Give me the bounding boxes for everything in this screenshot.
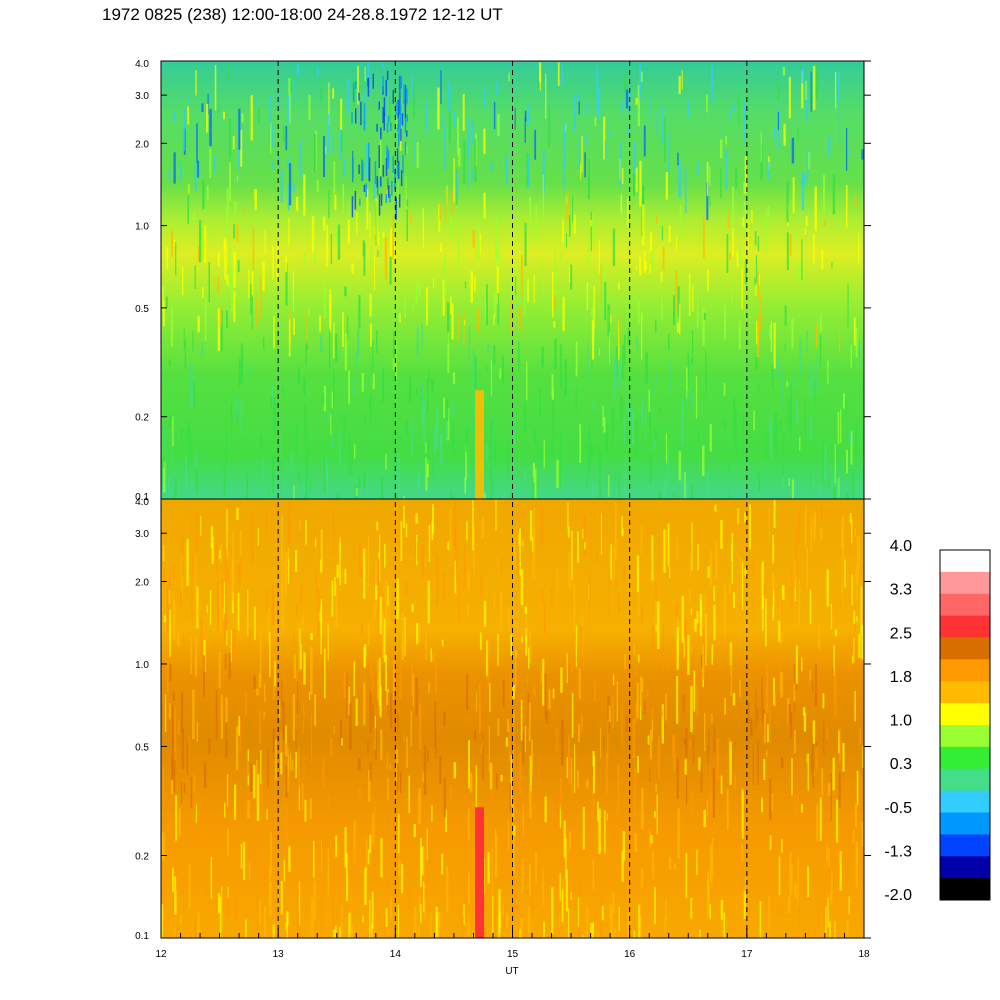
x-tick-label: 18 [858, 949, 870, 960]
x-tick-label: 14 [390, 949, 402, 960]
colorbar-label: 0.3 [890, 756, 912, 773]
y-tick-label: 2.0 [135, 139, 149, 150]
bottom-panel-texture [161, 499, 864, 938]
colorbar-swatch [940, 571, 990, 595]
y-tick-label: 0.5 [135, 304, 149, 315]
y-tick-label: 2.0 [135, 577, 149, 588]
y-tick-label: 3.0 [135, 91, 149, 102]
colorbar-swatch [940, 768, 990, 792]
colorbar-label: -0.5 [884, 800, 912, 817]
colorbar-label: -2.0 [884, 887, 912, 904]
x-tick-label: 12 [155, 949, 167, 960]
colorbar-swatch [940, 725, 990, 748]
colorbar-swatch [940, 856, 990, 879]
y-tick-label: 0.5 [135, 742, 149, 753]
colorbar-label: 3.3 [890, 582, 912, 599]
colorbar-swatch [940, 746, 990, 770]
colorbar: 4.0 3.3 2.5 1.8 1.0 0.3 -0.5 -1.3 -2.0 [884, 538, 991, 904]
y-axes: 0.10.20.51.02.03.04.00.10.20.51.02.03.04… [135, 59, 871, 942]
y-tick-label: 0.1 [135, 931, 149, 942]
colorbar-label: 1.8 [890, 669, 912, 686]
colorbar-swatch [940, 593, 990, 617]
x-axis-label: UT [505, 966, 518, 977]
colorbar-swatch [940, 790, 990, 814]
y-tick-label: 4.0 [135, 497, 149, 508]
colorbar-swatch [940, 834, 990, 857]
colorbar-label: -1.3 [884, 843, 912, 860]
colorbar-swatch [940, 812, 990, 835]
colorbar-swatch [940, 550, 990, 573]
y-tick-label: 0.1 [135, 492, 149, 503]
x-tick-label: 13 [273, 949, 285, 960]
chart-title: 1972 0825 (238) 12:00-18:00 24-28.8.1972… [102, 5, 503, 24]
x-tick-label: 16 [624, 949, 636, 960]
colorbar-swatch [940, 878, 990, 901]
y-tick-label: 0.2 [135, 852, 149, 863]
y-tick-label: 4.0 [135, 59, 149, 70]
y-tick-label: 0.2 [135, 413, 149, 424]
x-axis: 12 13 14 15 16 17 18 [155, 928, 870, 960]
colorbar-swatch [940, 637, 990, 660]
hour-dashed-lines [277, 61, 748, 938]
colorbar-swatch [940, 615, 990, 639]
colorbar-label: 1.0 [890, 713, 912, 730]
colorbar-swatch [940, 681, 990, 704]
colorbar-swatch [940, 659, 990, 682]
x-tick-label: 15 [507, 949, 519, 960]
y-tick-label: 1.0 [135, 222, 149, 233]
colorbar-label: 4.0 [890, 538, 912, 555]
colorbar-label: 2.5 [890, 625, 912, 642]
colorbar-swatch [940, 703, 990, 726]
top-panel-texture [161, 61, 864, 499]
y-tick-label: 3.0 [135, 529, 149, 540]
x-tick-label: 17 [741, 949, 753, 960]
y-tick-label: 1.0 [135, 660, 149, 671]
